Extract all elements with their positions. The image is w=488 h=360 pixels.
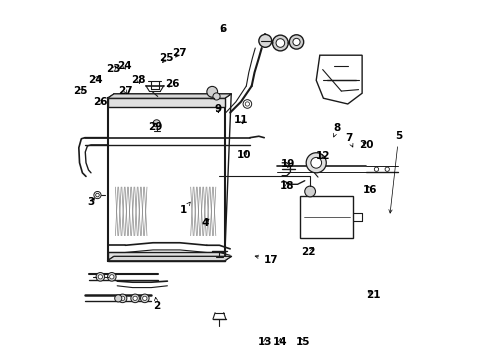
Text: 27: 27 [172, 48, 186, 58]
Circle shape [206, 86, 217, 97]
Circle shape [244, 102, 249, 106]
Circle shape [258, 35, 271, 47]
Text: 12: 12 [316, 150, 330, 161]
Text: 17: 17 [255, 255, 278, 265]
Polygon shape [107, 256, 231, 261]
Circle shape [133, 296, 137, 301]
Circle shape [304, 186, 315, 197]
Text: 9: 9 [214, 104, 221, 114]
Bar [107, 252, 224, 261]
Text: 19: 19 [280, 159, 294, 169]
Text: 7: 7 [344, 133, 352, 147]
Circle shape [276, 39, 284, 47]
Circle shape [115, 295, 122, 302]
Text: 8: 8 [333, 123, 340, 137]
Text: 11: 11 [233, 115, 247, 125]
Circle shape [292, 39, 300, 45]
Text: 10: 10 [237, 150, 251, 160]
Circle shape [131, 294, 139, 303]
Text: 6: 6 [219, 24, 226, 34]
Text: 24: 24 [117, 61, 131, 71]
Text: 13: 13 [258, 337, 272, 347]
Circle shape [153, 120, 160, 127]
Text: 25: 25 [159, 53, 173, 63]
Text: 1: 1 [180, 202, 190, 216]
Text: 5: 5 [388, 131, 402, 213]
Text: 22: 22 [301, 247, 315, 257]
Bar [107, 98, 224, 261]
Circle shape [98, 275, 102, 279]
Text: 29: 29 [147, 122, 162, 132]
Text: 21: 21 [365, 291, 379, 301]
Circle shape [384, 167, 388, 171]
Circle shape [142, 296, 147, 301]
Text: 24: 24 [88, 75, 103, 85]
Circle shape [243, 100, 251, 108]
Text: 14: 14 [272, 337, 287, 347]
Text: 20: 20 [359, 140, 373, 150]
Circle shape [289, 35, 303, 49]
Text: 27: 27 [118, 86, 132, 96]
Text: 26: 26 [164, 79, 179, 89]
Circle shape [373, 167, 378, 171]
Circle shape [120, 296, 124, 301]
Text: 3: 3 [87, 197, 95, 207]
Text: 16: 16 [362, 185, 377, 195]
Text: 26: 26 [93, 97, 107, 107]
Bar [300, 196, 352, 238]
Text: 23: 23 [106, 64, 121, 74]
Text: 28: 28 [131, 75, 145, 85]
Circle shape [96, 273, 104, 281]
Circle shape [96, 193, 99, 197]
Circle shape [305, 153, 325, 173]
Text: 18: 18 [279, 181, 293, 192]
Circle shape [94, 192, 101, 199]
Circle shape [109, 275, 114, 279]
Text: 25: 25 [73, 86, 87, 96]
Circle shape [140, 294, 149, 303]
Circle shape [212, 93, 220, 100]
Polygon shape [316, 55, 362, 104]
Text: 2: 2 [153, 297, 160, 311]
Circle shape [272, 35, 287, 51]
Polygon shape [107, 94, 231, 98]
Text: 4: 4 [201, 218, 208, 228]
Circle shape [310, 157, 321, 168]
Circle shape [107, 273, 116, 281]
Circle shape [118, 294, 126, 303]
Text: 15: 15 [295, 337, 309, 347]
Bar [107, 98, 224, 107]
